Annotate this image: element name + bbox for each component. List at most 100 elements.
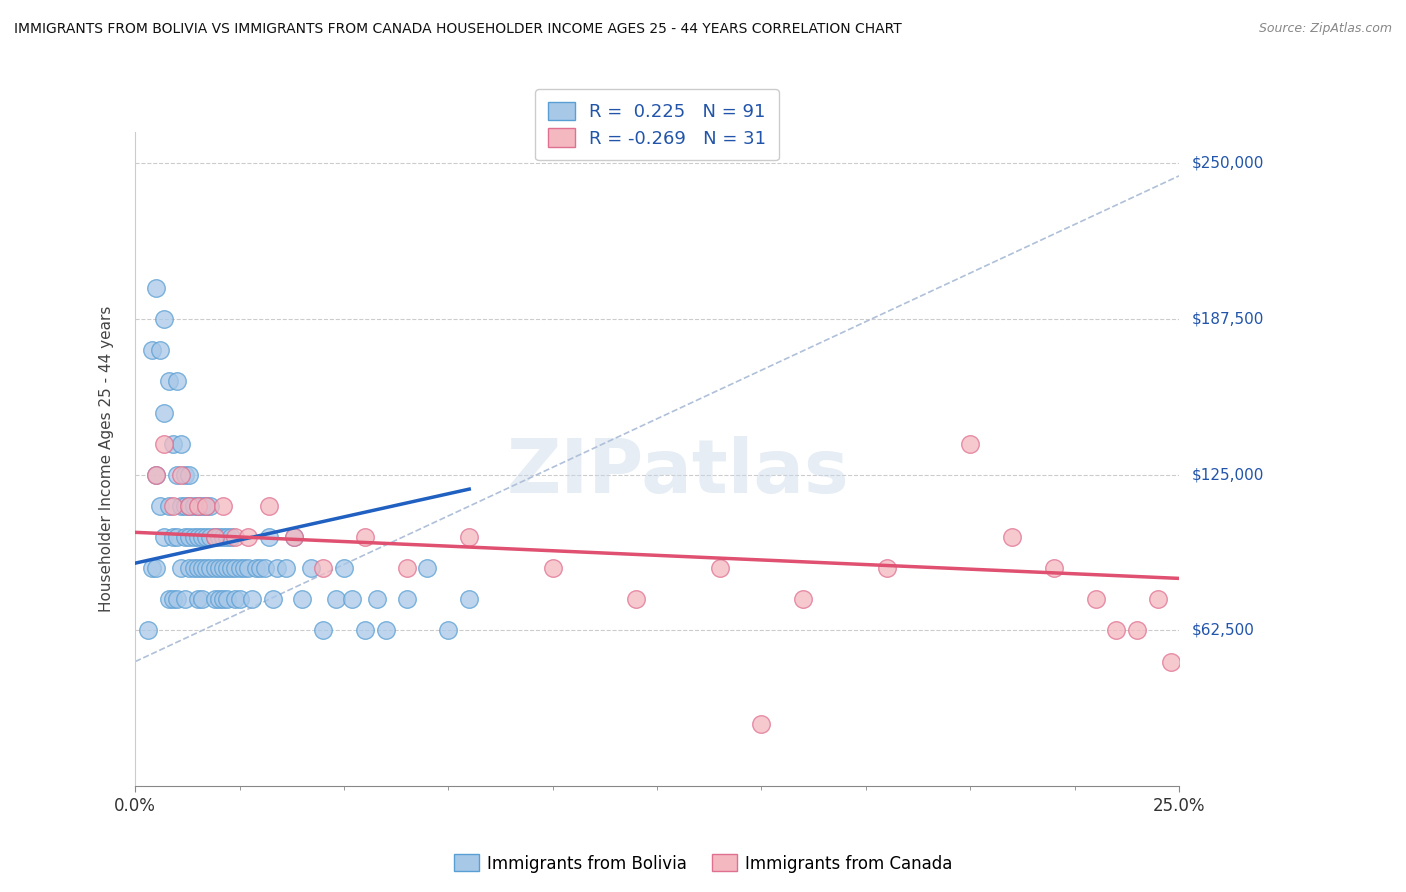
- Point: [219, 561, 242, 575]
- Legend: R =  0.225   N = 91, R = -0.269   N = 31: R = 0.225 N = 91, R = -0.269 N = 31: [536, 89, 779, 161]
- Point: [245, 561, 267, 575]
- Point: [162, 530, 184, 544]
- Point: [136, 624, 159, 638]
- Point: [792, 592, 814, 607]
- Point: [215, 530, 238, 544]
- Point: [1147, 592, 1170, 607]
- Point: [174, 499, 197, 513]
- Point: [166, 467, 188, 482]
- Point: [395, 592, 418, 607]
- Point: [262, 592, 284, 607]
- Point: [212, 530, 235, 544]
- Point: [170, 436, 193, 450]
- Point: [195, 530, 218, 544]
- Point: [204, 530, 226, 544]
- Point: [191, 592, 214, 607]
- Point: [291, 592, 314, 607]
- Point: [157, 592, 180, 607]
- Point: [200, 530, 222, 544]
- Point: [224, 561, 246, 575]
- Point: [283, 530, 305, 544]
- Point: [170, 499, 193, 513]
- Point: [366, 592, 388, 607]
- Point: [187, 499, 209, 513]
- Point: [274, 561, 297, 575]
- Point: [162, 499, 184, 513]
- Point: [353, 530, 375, 544]
- Point: [333, 561, 356, 575]
- Point: [876, 561, 898, 575]
- Point: [1126, 624, 1149, 638]
- Point: [1160, 655, 1182, 669]
- Point: [215, 561, 238, 575]
- Point: [153, 436, 176, 450]
- Point: [266, 561, 288, 575]
- Point: [249, 561, 271, 575]
- Point: [153, 312, 176, 326]
- Point: [187, 530, 209, 544]
- Point: [257, 530, 280, 544]
- Point: [353, 624, 375, 638]
- Point: [149, 343, 172, 358]
- Point: [174, 467, 197, 482]
- Point: [179, 499, 201, 513]
- Point: [208, 592, 231, 607]
- Point: [149, 499, 172, 513]
- Point: [458, 592, 481, 607]
- Point: [395, 561, 418, 575]
- Point: [212, 592, 235, 607]
- Point: [253, 561, 276, 575]
- Point: [374, 624, 396, 638]
- Point: [179, 530, 201, 544]
- Text: Source: ZipAtlas.com: Source: ZipAtlas.com: [1258, 22, 1392, 36]
- Point: [179, 561, 201, 575]
- Point: [959, 436, 981, 450]
- Point: [541, 561, 564, 575]
- Point: [195, 499, 218, 513]
- Point: [145, 467, 167, 482]
- Point: [1001, 530, 1024, 544]
- Point: [141, 343, 163, 358]
- Point: [200, 561, 222, 575]
- Text: $62,500: $62,500: [1191, 623, 1254, 638]
- Point: [153, 405, 176, 419]
- Point: [157, 375, 180, 389]
- Point: [145, 561, 167, 575]
- Point: [153, 530, 176, 544]
- Point: [215, 592, 238, 607]
- Point: [232, 561, 254, 575]
- Point: [1042, 561, 1064, 575]
- Y-axis label: Householder Income Ages 25 - 44 years: Householder Income Ages 25 - 44 years: [100, 306, 114, 613]
- Point: [312, 624, 335, 638]
- Point: [166, 375, 188, 389]
- Point: [204, 592, 226, 607]
- Point: [179, 499, 201, 513]
- Point: [174, 592, 197, 607]
- Point: [174, 530, 197, 544]
- Point: [141, 561, 163, 575]
- Point: [208, 530, 231, 544]
- Point: [166, 530, 188, 544]
- Text: ZIPatlas: ZIPatlas: [506, 436, 849, 508]
- Point: [187, 592, 209, 607]
- Point: [751, 717, 773, 731]
- Point: [283, 530, 305, 544]
- Point: [240, 592, 263, 607]
- Point: [145, 467, 167, 482]
- Point: [312, 561, 335, 575]
- Point: [228, 561, 250, 575]
- Text: $125,000: $125,000: [1191, 467, 1264, 483]
- Point: [191, 499, 214, 513]
- Point: [179, 467, 201, 482]
- Point: [157, 499, 180, 513]
- Point: [224, 530, 246, 544]
- Point: [1084, 592, 1107, 607]
- Point: [191, 561, 214, 575]
- Legend: Immigrants from Bolivia, Immigrants from Canada: Immigrants from Bolivia, Immigrants from…: [447, 847, 959, 880]
- Point: [626, 592, 648, 607]
- Point: [342, 592, 364, 607]
- Point: [219, 530, 242, 544]
- Point: [228, 592, 250, 607]
- Point: [437, 624, 460, 638]
- Point: [200, 499, 222, 513]
